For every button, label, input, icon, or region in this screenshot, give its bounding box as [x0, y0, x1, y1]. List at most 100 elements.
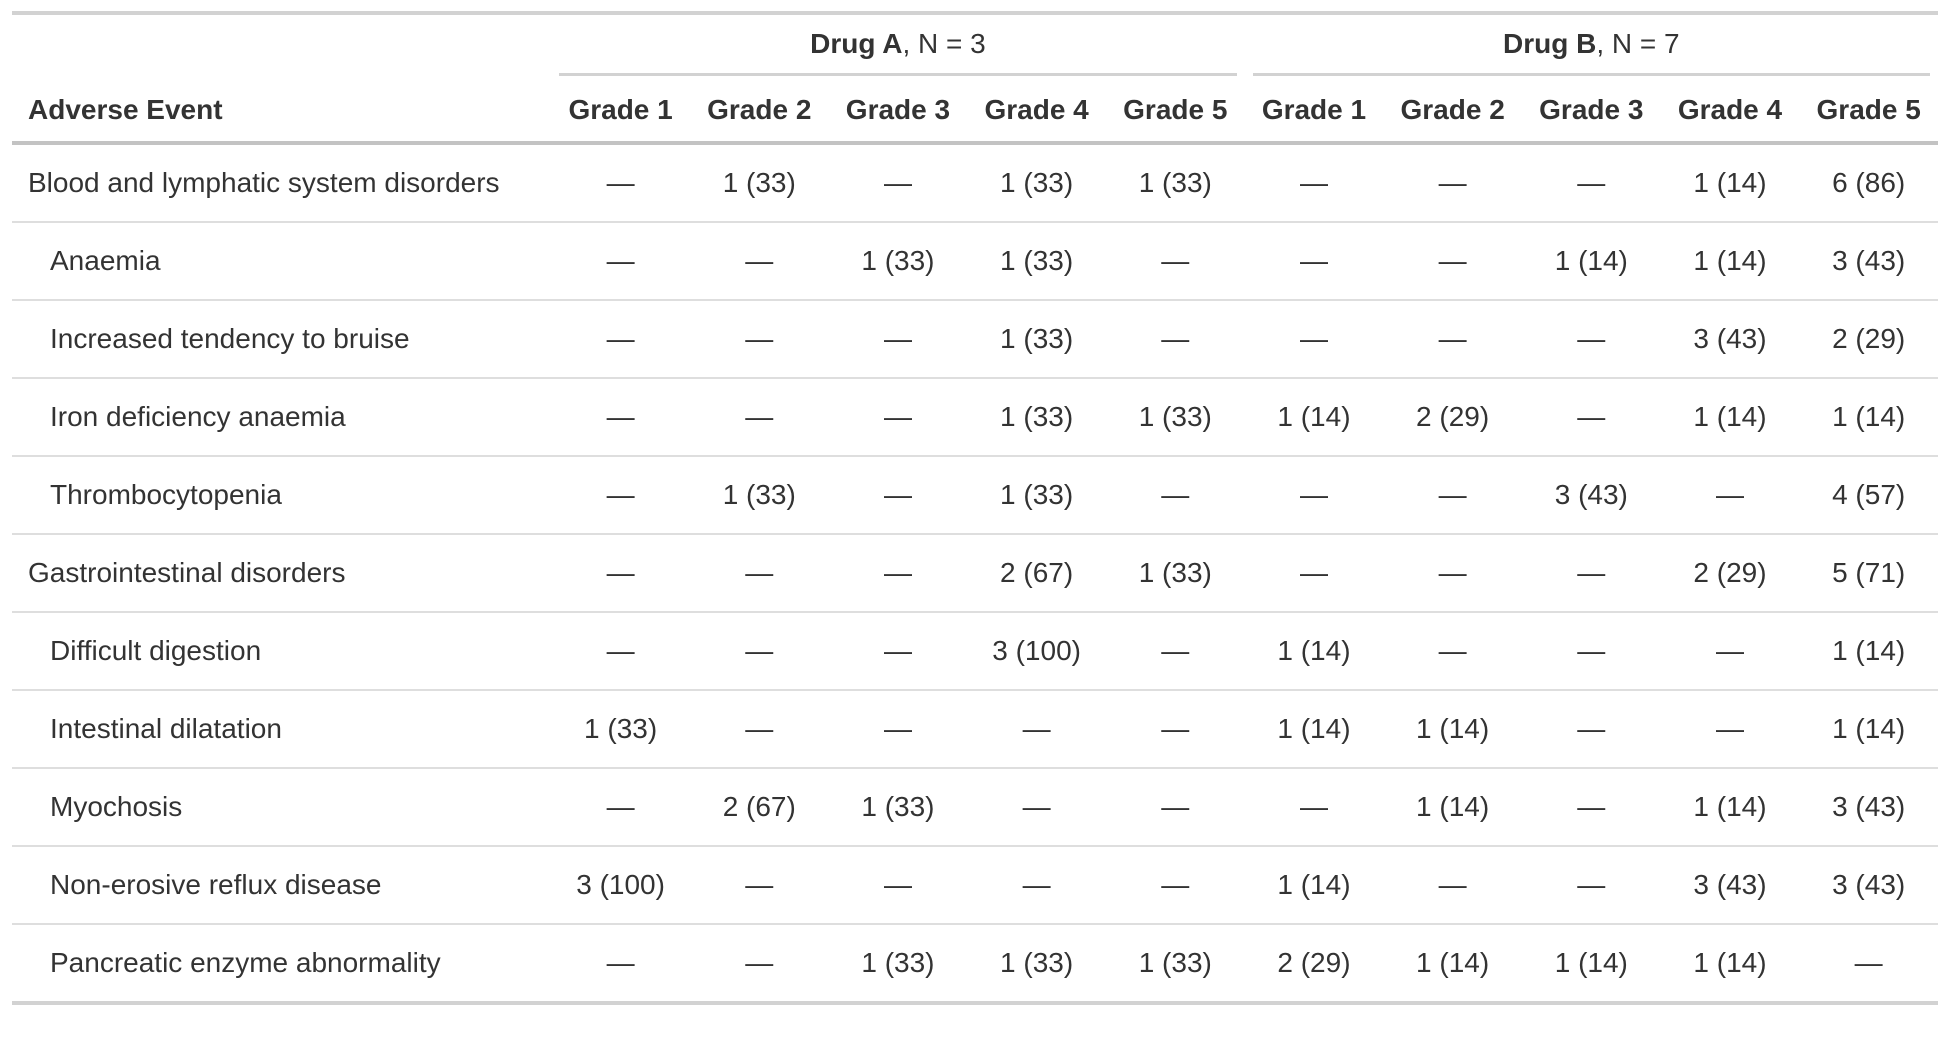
grade-value-cell: 1 (14) — [1693, 167, 1767, 198]
grade-value-cell: — — [606, 167, 635, 198]
grade-value-cell: 1 (14) — [1832, 401, 1906, 432]
grade-value-cell: 1 (14) — [1416, 791, 1490, 822]
grade-value-cell: 1 (33) — [1000, 167, 1074, 198]
table-header: Drug A, N = 3 Drug B, N = 7 Adverse Even… — [12, 13, 1938, 145]
drug-a-name: Drug A — [810, 28, 903, 59]
col-header-drug-b-grade-3: Grade 3 — [1521, 76, 1661, 145]
table-row: Iron deficiency anaemia — — — 1 (33) 1 (33) 1 … — [12, 378, 1938, 456]
grade-value-cell: — — [745, 947, 774, 978]
grade-value-cell: — — [1715, 713, 1744, 744]
grade-value-cell: — — [1299, 791, 1328, 822]
grade-value-cell: 3 (43) — [1832, 869, 1906, 900]
table-row: Anaemia — — 1 (33) 1 (33) — — — 1 (14) 1 (14) 3 (4… — [12, 222, 1938, 300]
grade-value-cell: — — [1438, 167, 1467, 198]
grade-value-cell: 1 (33) — [1000, 401, 1074, 432]
col-header-drug-b-grade-4: Grade 4 — [1660, 76, 1800, 145]
grade-value-cell: — — [883, 635, 912, 666]
grade-value-cell: — — [1161, 245, 1190, 276]
adverse-event-label: Iron deficiency anaemia — [50, 401, 346, 432]
grade-value-cell: — — [1577, 713, 1606, 744]
grade-value-cell: 1 (14) — [1693, 401, 1767, 432]
table-row: Increased tendency to bruise — — — 1 (33) — — —… — [12, 300, 1938, 378]
grade-value-cell: — — [745, 713, 774, 744]
drug-b-n: , N = 7 — [1596, 28, 1680, 59]
grade-value-cell: 1 (33) — [861, 947, 935, 978]
grade-value-cell: 2 (67) — [1000, 557, 1074, 588]
grade-value-cell: — — [745, 323, 774, 354]
drug-b-name: Drug B — [1503, 28, 1597, 59]
grade-value-cell: 1 (33) — [584, 713, 658, 744]
grade-value-cell: 1 (33) — [1000, 947, 1074, 978]
grade-value-cell: — — [883, 479, 912, 510]
grade-value-cell: 3 (43) — [1693, 869, 1767, 900]
grade-value-cell: 3 (100) — [992, 635, 1081, 666]
table-row: Thrombocytopenia — 1 (33) — 1 (33) — — — 3 (43) —… — [12, 456, 1938, 534]
spanner-drug-a: Drug A, N = 3 — [551, 13, 1244, 76]
grade-value-cell: 1 (14) — [1277, 401, 1351, 432]
adverse-event-label: Blood and lymphatic system disorders — [28, 167, 500, 198]
adverse-events-table-container: Drug A, N = 3 Drug B, N = 7 Adverse Even… — [12, 11, 1938, 1005]
grade-value-cell: — — [1022, 713, 1051, 744]
grade-value-cell: 1 (33) — [1138, 947, 1212, 978]
grade-value-cell: — — [1577, 557, 1606, 588]
grade-value-cell: — — [1299, 557, 1328, 588]
grade-value-cell: — — [606, 401, 635, 432]
grade-value-cell: 1 (33) — [1000, 323, 1074, 354]
grade-value-cell: — — [1022, 869, 1051, 900]
grade-value-cell: 1 (14) — [1832, 635, 1906, 666]
table-body: Blood and lymphatic system disorders — 1 (… — [12, 143, 1938, 1003]
grade-value-cell: 1 (14) — [1277, 635, 1351, 666]
grade-value-cell: — — [883, 869, 912, 900]
col-header-drug-a-grade-3: Grade 3 — [828, 76, 968, 145]
grade-value-cell: 1 (33) — [1138, 557, 1212, 588]
grade-value-cell: — — [883, 713, 912, 744]
adverse-event-column-header: Adverse Event — [12, 76, 552, 145]
grade-value-cell: 3 (43) — [1832, 245, 1906, 276]
grade-value-cell: 1 (33) — [861, 245, 935, 276]
grade-value-cell: 1 (33) — [1138, 167, 1212, 198]
adverse-event-label: Difficult digestion — [50, 635, 262, 666]
grade-value-cell: 1 (14) — [1416, 947, 1490, 978]
grade-value-cell: 1 (14) — [1416, 713, 1490, 744]
table-row: Pancreatic enzyme abnormality — — 1 (33) 1 (… — [12, 924, 1938, 1003]
grade-value-cell: 1 (14) — [1693, 791, 1767, 822]
table-row: Gastrointestinal disorders — — — 2 (67) 1 (33… — [12, 534, 1938, 612]
grade-value-cell: — — [1854, 947, 1883, 978]
table-row: Myochosis — 2 (67) 1 (33) — — — 1 (14) — 1 (14) 3 … — [12, 768, 1938, 846]
grade-value-cell: — — [883, 167, 912, 198]
grade-value-cell: 1 (14) — [1693, 947, 1767, 978]
grade-value-cell: 1 (14) — [1832, 713, 1906, 744]
grade-value-cell: 1 (14) — [1277, 869, 1351, 900]
grade-value-cell: — — [606, 323, 635, 354]
grade-value-cell: — — [1161, 323, 1190, 354]
adverse-event-label: Intestinal dilatation — [50, 713, 282, 744]
table-row: Difficult digestion — — — 3 (100) — 1 (14) — — — 1… — [12, 612, 1938, 690]
adverse-event-label: Gastrointestinal disorders — [28, 557, 346, 588]
grade-value-cell: — — [606, 947, 635, 978]
adverse-event-label: Thrombocytopenia — [50, 479, 282, 510]
adverse-event-label: Myochosis — [50, 791, 183, 822]
spanner-drug-b: Drug B, N = 7 — [1245, 13, 1938, 76]
column-header-row: Adverse Event Grade 1 Grade 2 Grade 3 Gr… — [12, 76, 1938, 145]
grade-value-cell: 3 (43) — [1693, 323, 1767, 354]
grade-value-cell: 2 (29) — [1693, 557, 1767, 588]
grade-value-cell: 1 (14) — [1277, 713, 1351, 744]
col-header-drug-a-grade-5: Grade 5 — [1105, 76, 1245, 145]
grade-value-cell: — — [1577, 323, 1606, 354]
spanner-drug-a-label: Drug A, N = 3 — [559, 28, 1237, 76]
table-row: Intestinal dilatation 1 (33) — — — — 1 (14) 1 (… — [12, 690, 1938, 768]
grade-value-cell: 1 (33) — [1000, 245, 1074, 276]
grade-value-cell: — — [1577, 401, 1606, 432]
grade-value-cell: 1 (33) — [1000, 479, 1074, 510]
grade-value-cell: — — [606, 635, 635, 666]
grade-value-cell: 1 (14) — [1554, 947, 1628, 978]
adverse-event-label: Non-erosive reflux disease — [50, 869, 382, 900]
grade-value-cell: — — [1438, 869, 1467, 900]
adverse-event-label: Anaemia — [50, 245, 161, 276]
spanner-row: Drug A, N = 3 Drug B, N = 7 — [12, 13, 1938, 76]
grade-value-cell: — — [1577, 167, 1606, 198]
grade-value-cell: 1 (14) — [1693, 245, 1767, 276]
table-row: Blood and lymphatic system disorders — 1 (… — [12, 143, 1938, 222]
grade-value-cell: 3 (100) — [576, 869, 665, 900]
col-header-drug-b-grade-1: Grade 1 — [1244, 76, 1384, 145]
